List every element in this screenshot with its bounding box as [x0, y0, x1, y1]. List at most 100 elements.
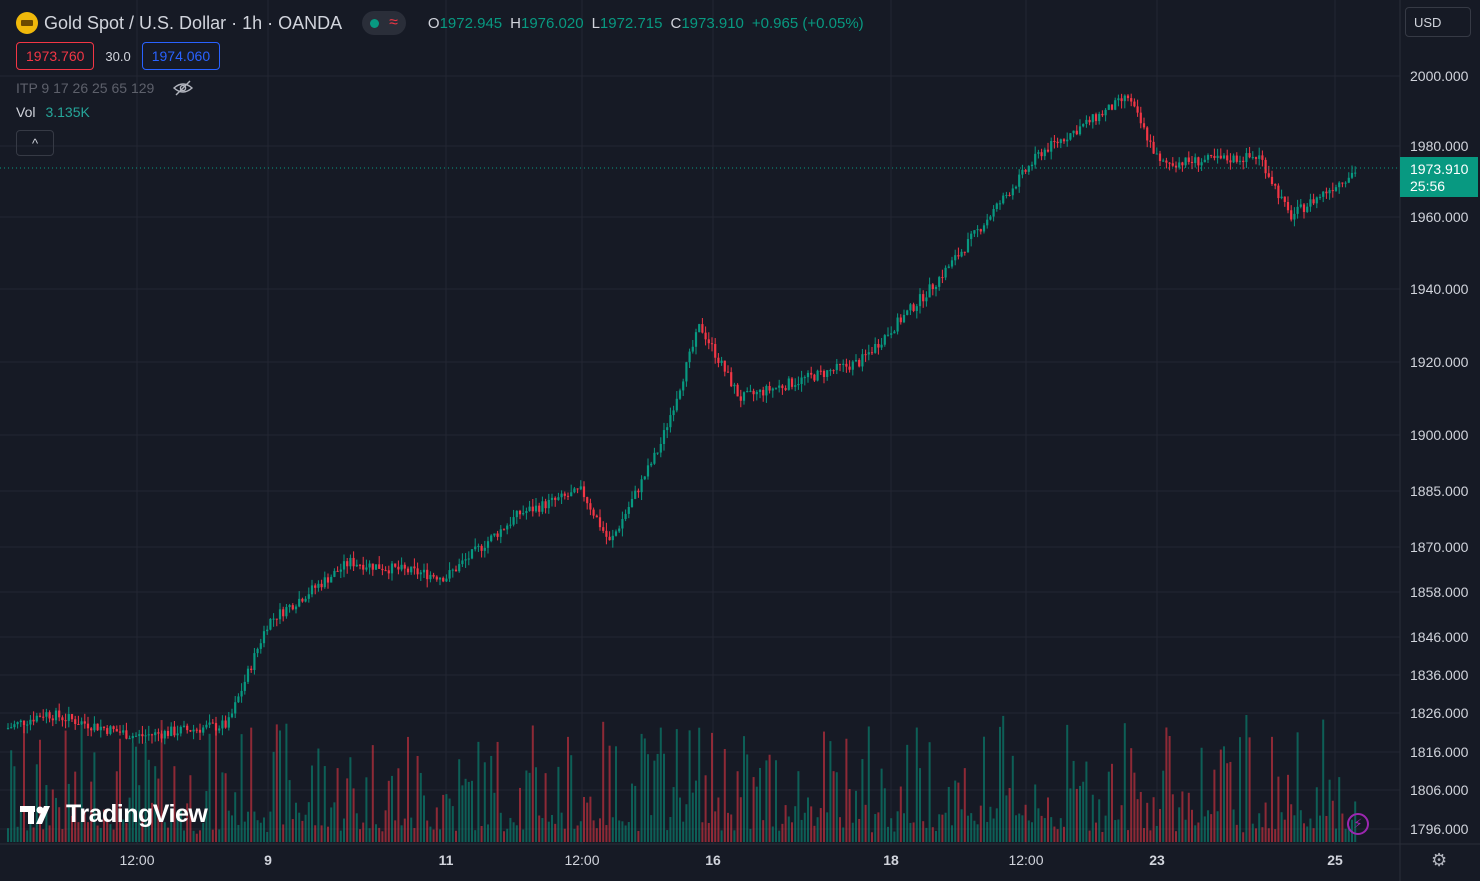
candle-body — [1283, 196, 1286, 202]
candle-body — [125, 730, 128, 739]
volume-bar — [192, 830, 195, 842]
candle-body — [605, 530, 608, 537]
candle-body — [781, 385, 784, 389]
candle-body — [970, 233, 973, 240]
candle-body — [851, 361, 854, 370]
candle-body — [1021, 169, 1024, 175]
volume-bar — [839, 817, 841, 842]
volume-bar — [323, 766, 326, 842]
lightning-icon[interactable]: ⚡ — [1347, 813, 1369, 835]
candle-body — [864, 354, 867, 356]
volume-bar — [992, 818, 995, 842]
volume-bar — [1104, 815, 1107, 842]
candle-body — [762, 389, 765, 396]
candle-body — [1046, 149, 1050, 152]
collapse-legend-button[interactable]: ^ — [16, 130, 54, 156]
candle-body — [1066, 139, 1069, 142]
candle-body — [650, 463, 653, 466]
candle-body — [867, 352, 870, 355]
price-axis[interactable]: 2000.000 1980.000 1960.000 1940.000 1920.000… — [1410, 68, 1469, 837]
candle-body — [720, 360, 723, 363]
time-axis[interactable]: 12:00 9 11 12:00 16 18 12:00 23 25 — [119, 852, 1343, 868]
candle-body — [330, 576, 333, 583]
eye-hidden-icon[interactable] — [172, 80, 194, 96]
candle-body — [995, 203, 998, 210]
open-value: 1972.945 — [439, 14, 503, 32]
candle-body — [1184, 157, 1187, 166]
candle-body — [1158, 153, 1162, 162]
volume-bar — [211, 829, 214, 842]
candle-body — [317, 583, 320, 588]
volume-bar — [1338, 777, 1341, 842]
volume-bar — [32, 827, 35, 842]
settings-gear-icon[interactable]: ⚙ — [1431, 850, 1448, 870]
volume-bar — [605, 825, 608, 842]
candle-body — [74, 719, 77, 725]
high-value: 1976.020 — [520, 14, 584, 32]
time-tick-label: 11 — [439, 852, 454, 868]
volume-bar — [1066, 724, 1069, 842]
volume-bar — [173, 766, 176, 842]
gold-symbol-icon[interactable] — [16, 12, 38, 34]
candle-body — [966, 239, 970, 253]
candle-body — [214, 723, 218, 731]
candle-body — [534, 505, 538, 512]
buy-button[interactable]: 1974.060 — [141, 42, 221, 70]
candle-body — [1162, 160, 1165, 162]
volume-bar — [1040, 815, 1043, 842]
volume-bar — [464, 778, 467, 842]
candle-body — [138, 734, 141, 736]
candle-body — [349, 557, 352, 567]
tradingview-watermark[interactable]: TradingView — [20, 800, 208, 829]
candle-body — [710, 343, 714, 345]
sell-button[interactable]: 1973.760 — [16, 42, 95, 70]
volume-label[interactable]: Vol — [16, 104, 36, 120]
volume-bar — [714, 811, 717, 842]
candle-body — [320, 583, 323, 588]
candle-body — [170, 726, 173, 736]
candle-body — [618, 528, 621, 532]
candle-body — [253, 653, 256, 671]
candle-body — [314, 585, 317, 588]
candle-body — [1264, 159, 1267, 174]
indicator-label[interactable]: ITP 9 17 26 25 65 129 — [16, 80, 155, 96]
volume-bar — [381, 831, 384, 842]
candle-body — [1094, 114, 1098, 122]
bar-countdown: 25:56 — [1410, 178, 1445, 194]
candle-body — [1251, 157, 1254, 159]
volume-bar — [803, 812, 806, 842]
candle-body — [307, 594, 310, 599]
volume-bar — [970, 813, 973, 842]
volume-bar — [311, 765, 313, 842]
market-open-dot-icon — [370, 18, 380, 28]
market-status[interactable]: ≈ — [362, 11, 406, 35]
candle-body — [54, 710, 58, 721]
volume-bar — [154, 766, 157, 842]
candle-body — [298, 598, 301, 607]
volume-bar — [1162, 770, 1165, 842]
candle-body — [1117, 98, 1120, 101]
candle-body — [211, 722, 214, 724]
volume-bar — [615, 746, 617, 842]
candle-body — [653, 452, 656, 464]
candle-body — [947, 266, 950, 268]
volume-bar — [931, 827, 934, 842]
candle-body — [474, 546, 477, 550]
symbol-title[interactable]: Gold Spot / U.S. Dollar · 1h · OANDA — [44, 12, 343, 33]
candle-body — [1194, 157, 1197, 163]
candle-body — [714, 344, 717, 358]
candle-body — [208, 722, 211, 725]
candle-body — [563, 493, 566, 496]
candle-body — [80, 721, 83, 725]
candle-body — [410, 566, 413, 573]
candle-body — [554, 497, 557, 500]
volume-bar — [1210, 814, 1213, 842]
currency-selector[interactable]: USD — [1405, 7, 1471, 37]
volume-bar — [871, 832, 873, 842]
time-tick-label: 12:00 — [1008, 852, 1043, 868]
volume-bar — [1082, 781, 1085, 842]
volume-bar — [624, 825, 627, 842]
candle-body — [346, 561, 349, 567]
volume-bar — [867, 726, 870, 842]
